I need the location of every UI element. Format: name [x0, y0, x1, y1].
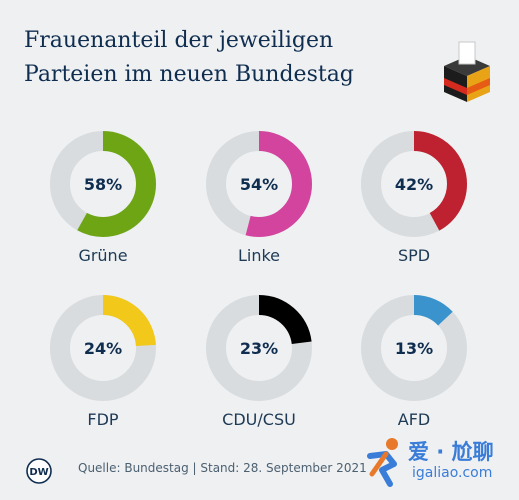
donut-linke: 54% [206, 131, 312, 237]
runner-logo-icon [367, 438, 398, 487]
donut-arc-fdp [50, 295, 156, 401]
watermark-url: igaliao.com [412, 465, 493, 481]
donut-cdu-csu: 23% [206, 295, 312, 401]
donut-arc-cdu-csu [206, 295, 312, 401]
dw-logo-icon: DW [26, 458, 52, 484]
donut-gr-ne: 58% [50, 131, 156, 237]
donut-spd: 42% [361, 131, 467, 237]
category-label-afd: AFD [397, 410, 431, 429]
category-label-spd: SPD [397, 246, 431, 265]
category-label-cdu-csu: CDU/CSU [222, 410, 296, 429]
donut-arc-spd [361, 131, 467, 237]
svg-text:DW: DW [29, 467, 48, 478]
value-label-cdu-csu: 23% [239, 338, 279, 358]
donut-afd: 13% [361, 295, 467, 401]
value-label-fdp: 24% [83, 338, 123, 358]
donut-arc-afd [361, 295, 467, 401]
watermark-title: 爱 · 尬聊 [408, 440, 494, 464]
source-note: Quelle: Bundestag | Stand: 28. September… [78, 461, 367, 475]
value-label-afd: 13% [394, 338, 434, 358]
value-label-spd: 42% [394, 174, 434, 194]
donut-arc-gr-ne [50, 131, 156, 237]
title-line-2: Parteien im neuen Bundestag [24, 62, 354, 87]
donut-arc-linke [206, 131, 312, 237]
donut-fdp: 24% [50, 295, 156, 401]
ballot-box-icon [444, 41, 490, 102]
watermark: 爱 · 尬聊 igaliao.com [362, 434, 512, 494]
chart-title: Frauenanteil der jeweiligen Parteien im … [24, 24, 404, 92]
value-label-gr-ne: 58% [83, 174, 123, 194]
category-label-linke: Linke [237, 246, 281, 265]
category-label-fdp: FDP [87, 410, 119, 429]
title-line-1: Frauenanteil der jeweiligen [24, 28, 334, 53]
category-label-gr-ne: Grüne [78, 246, 128, 265]
value-label-linke: 54% [239, 174, 279, 194]
